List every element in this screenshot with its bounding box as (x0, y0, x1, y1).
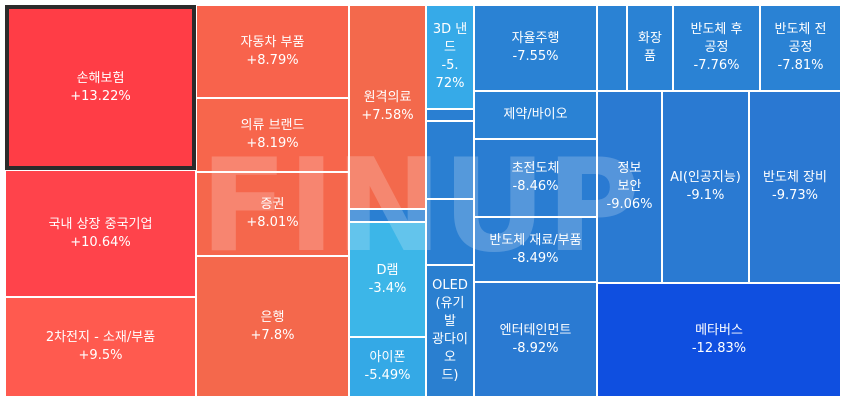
treemap-tile[interactable]: OLED (유기발 광다이오 드) (426, 265, 474, 397)
tile-change-value: -7.76% (693, 58, 740, 73)
tile-change-value: -9.73% (772, 188, 818, 203)
treemap-tile[interactable]: 자율주행 -7.55% (474, 5, 597, 91)
treemap-tile[interactable]: 의류 브랜드 +8.19% (196, 98, 349, 172)
tile-label: 반도체 장비 (763, 170, 827, 185)
tile-label: D램 (376, 262, 399, 278)
tile-change-value: +9.5% (78, 348, 123, 363)
tile-change-value: -9.06% (606, 197, 653, 212)
tile-change-value: -5. 72% (435, 58, 465, 91)
treemap-tile[interactable]: 엔터테인먼트 -8.92% (474, 282, 597, 397)
treemap-tile[interactable]: 반도체 후 공정 -7.76% (673, 5, 760, 91)
tile-change-value: -5.49% (364, 368, 411, 383)
tile-change-value: -8.46% (512, 179, 559, 194)
treemap-tile[interactable]: 손해보험 +13.22% (5, 5, 196, 170)
tile-label: 자동차 부품 (240, 34, 305, 50)
treemap-tile[interactable]: 정보 보안 -9.06% (597, 91, 662, 283)
tile-label: 2차전지 - 소재/부품 (45, 330, 156, 345)
treemap-tile[interactable]: 반도체 전 공정 -7.81% (760, 5, 841, 91)
treemap-tile[interactable]: 원격의료 +7.58% (349, 5, 426, 209)
tile-change-value: -7.81% (777, 58, 824, 73)
treemap-tile-unlabeled[interactable] (349, 209, 426, 222)
treemap-tile[interactable]: 3D 낸 드 -5. 72% (426, 5, 474, 109)
tile-change-value: -9.1% (686, 188, 725, 203)
tile-change-value: +10.64% (70, 234, 131, 250)
treemap-tile[interactable]: 아이폰 -5.49% (349, 337, 426, 397)
tile-label: 자율주행 (511, 31, 560, 46)
treemap-tile[interactable]: 은행 +7.8% (196, 256, 349, 397)
treemap-tile[interactable]: 반도체 장비 -9.73% (749, 91, 841, 283)
treemap-tile[interactable]: 화장 품 (627, 5, 673, 91)
tile-change-value: +8.01% (246, 215, 299, 230)
treemap-tile[interactable]: D램 -3.4% (349, 222, 426, 337)
tile-label: 원격의료 (363, 90, 412, 105)
treemap-tile[interactable]: 메타버스 -12.83% (597, 283, 841, 397)
tile-label: 정보 보안 (617, 161, 642, 194)
tile-label: 손해보험 (76, 70, 125, 86)
tile-label: 국내 상장 중국기업 (48, 216, 153, 232)
treemap-tile[interactable]: 2차전지 - 소재/부품 +9.5% (5, 297, 196, 397)
tile-change-value: -12.83% (691, 341, 747, 356)
tile-label: 초전도체 (511, 161, 560, 176)
treemap-tile-unlabeled[interactable] (426, 121, 474, 199)
tile-change-value: -7.55% (512, 49, 559, 64)
tile-change-value: -3.4% (368, 280, 407, 296)
tile-label: 반도체 후 공정 (690, 22, 743, 55)
treemap-tile[interactable]: 제약/바이오 (474, 91, 597, 139)
tile-label: 아이폰 (369, 350, 406, 365)
treemap-tile[interactable]: 반도체 재료/부품 -8.49% (474, 217, 597, 282)
tile-label: 증권 (260, 197, 285, 212)
treemap-tile-unlabeled[interactable] (426, 109, 474, 121)
treemap-tile[interactable]: 국내 상장 중국기업 +10.64% (5, 170, 196, 297)
treemap-tile[interactable]: AI(인공지능) -9.1% (662, 91, 749, 283)
tile-label: AI(인공지능) (670, 170, 741, 185)
tile-label: OLED (유기발 광다이오 드) (432, 278, 468, 383)
treemap-tile[interactable]: 초전도체 -8.46% (474, 139, 597, 217)
tile-change-value: -8.49% (512, 250, 559, 266)
tile-label: 반도체 재료/부품 (489, 232, 582, 248)
tile-label: 메타버스 (695, 323, 743, 338)
treemap-tile[interactable]: 자동차 부품 +8.79% (196, 5, 349, 98)
tile-label: 의류 브랜드 (240, 118, 305, 133)
treemap-tile-unlabeled[interactable] (597, 5, 627, 91)
tile-label: 은행 (260, 309, 285, 325)
tile-change-value: +13.22% (70, 88, 131, 104)
tile-change-value: +7.58% (361, 108, 414, 123)
tile-change-value: +7.8% (250, 327, 295, 343)
tile-change-value: +8.79% (246, 52, 299, 68)
tile-label: 제약/바이오 (503, 107, 568, 122)
tile-change-value: +8.19% (246, 136, 299, 151)
treemap-tile[interactable]: 증권 +8.01% (196, 172, 349, 256)
treemap-tile-unlabeled[interactable] (426, 199, 474, 265)
tile-label: 반도체 전 공정 (774, 22, 827, 55)
tile-change-value: -8.92% (512, 340, 559, 356)
tile-label: 화장 품 (638, 31, 662, 64)
tile-label: 엔터테인먼트 (499, 322, 572, 338)
